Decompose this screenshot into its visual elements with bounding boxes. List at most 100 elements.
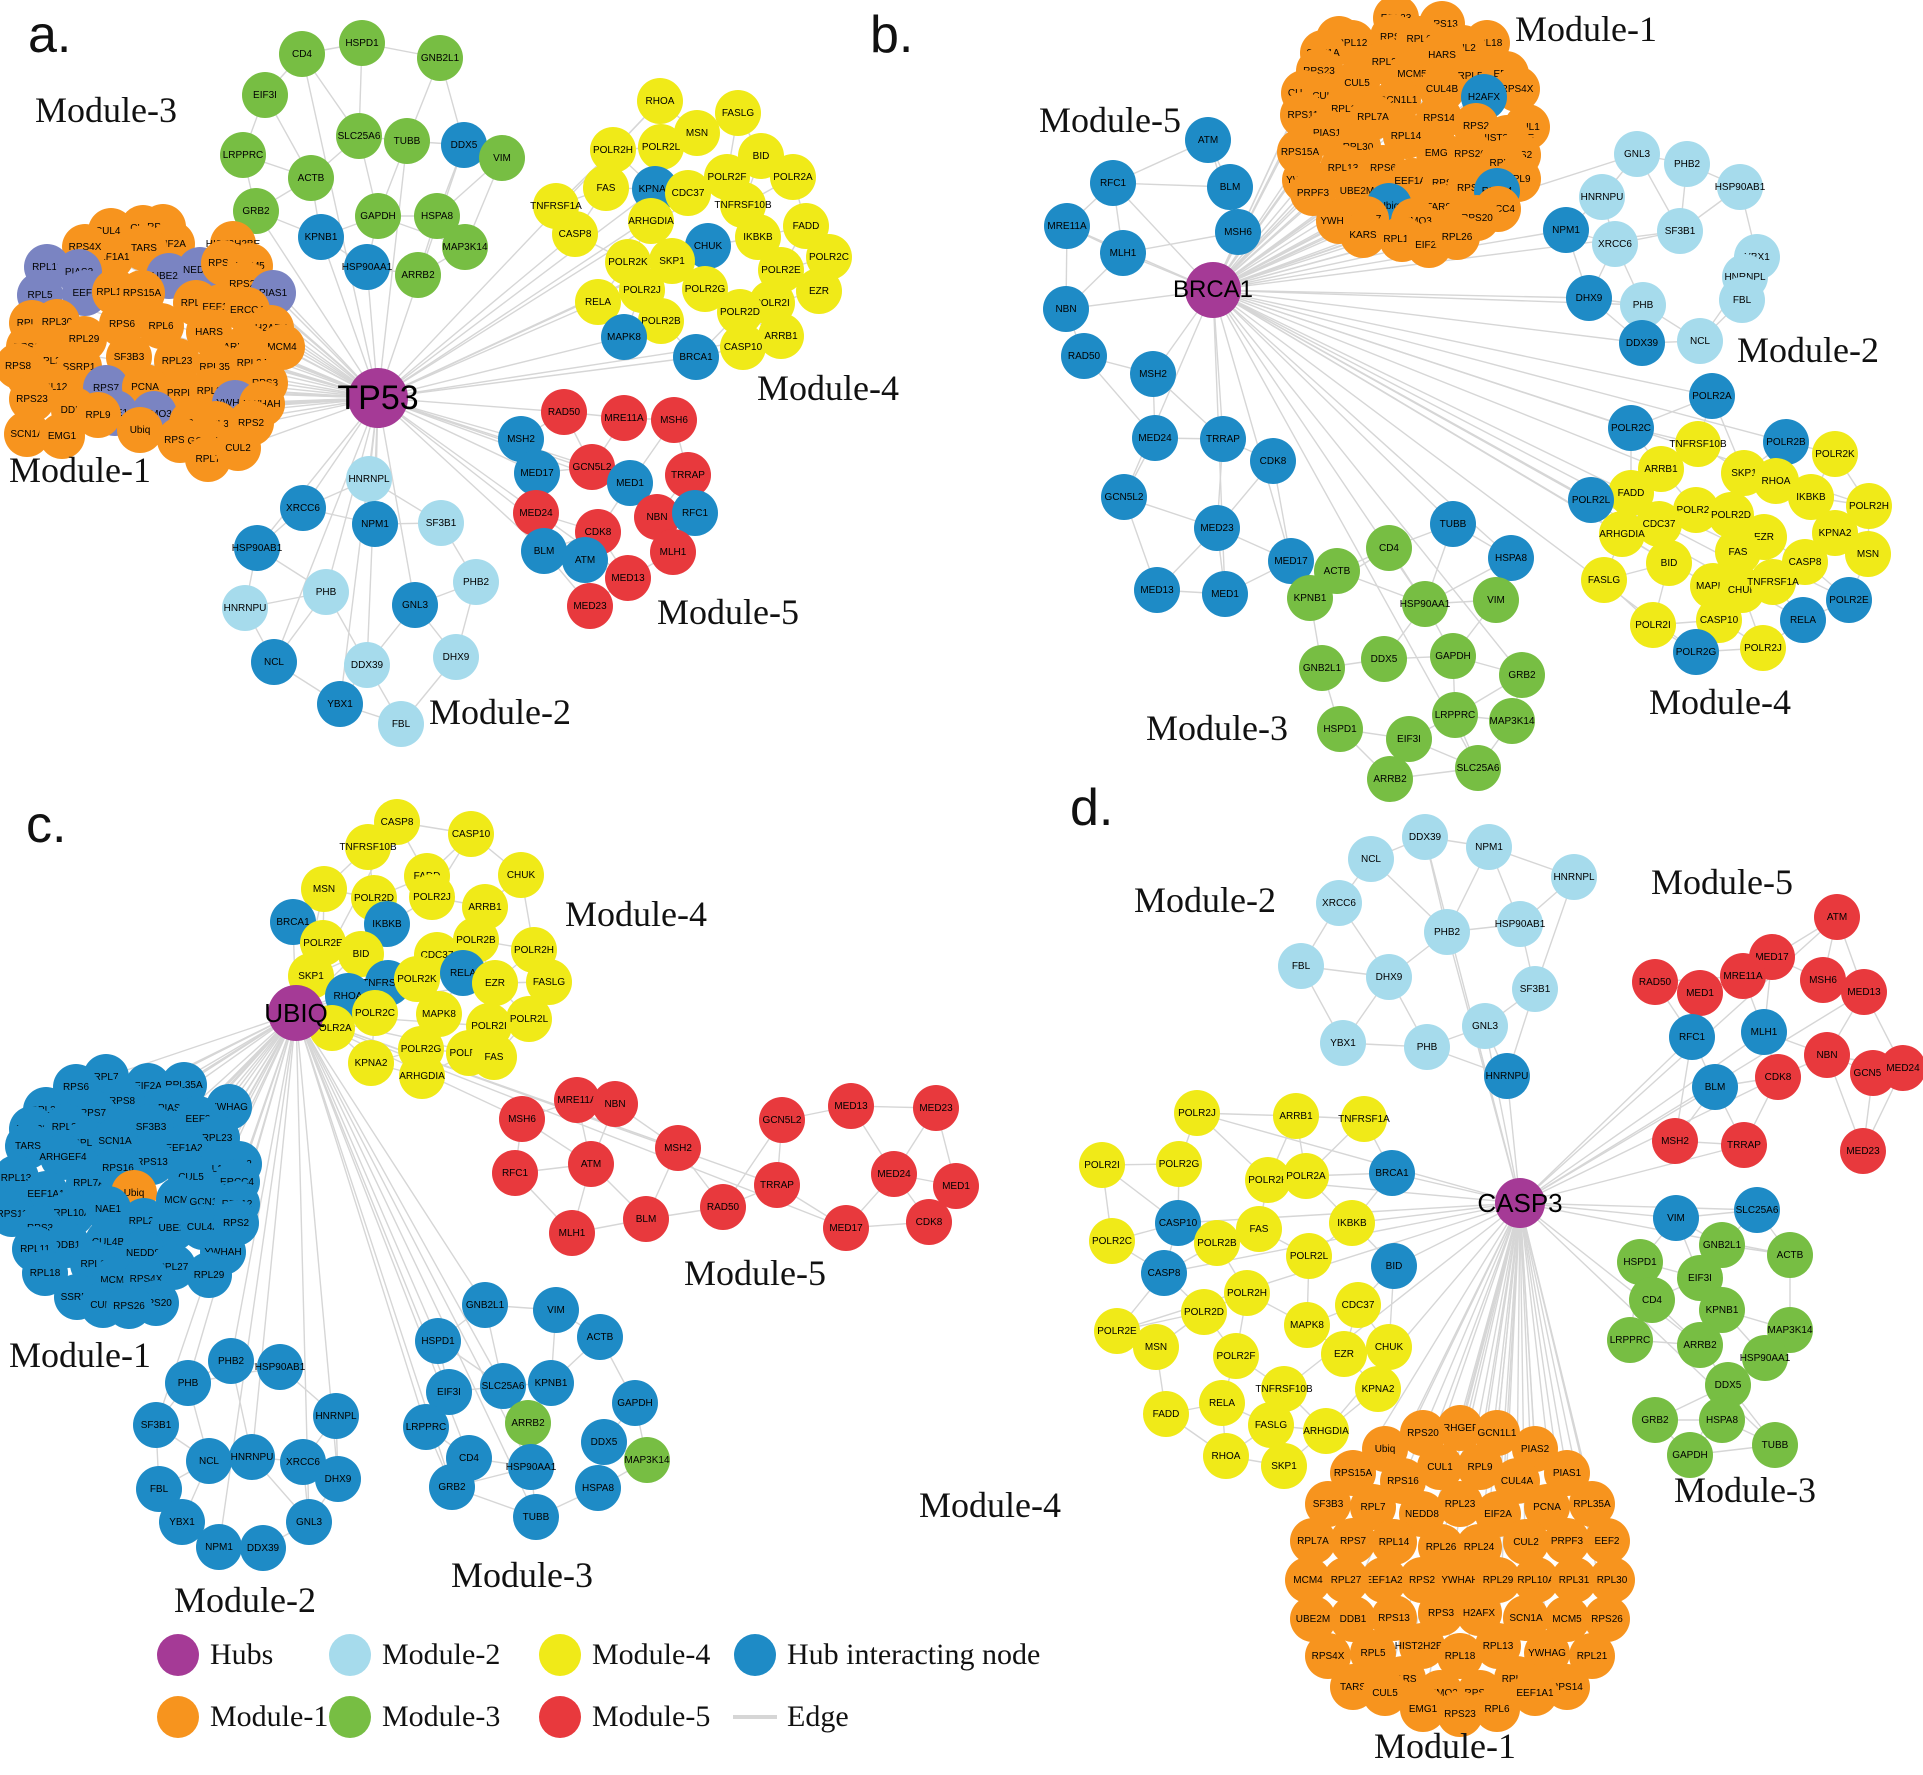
node-MAPK8: MAPK8 <box>601 314 647 360</box>
node-label: RPL11 <box>20 1243 50 1255</box>
node-label: BID <box>752 150 770 162</box>
caption-b-module-3: Module-3 <box>1146 708 1288 748</box>
node-label: POLR2K <box>1815 448 1855 460</box>
node-CASP8: CASP8 <box>1782 539 1828 585</box>
node-label: FAS <box>1728 546 1748 558</box>
node-DDX39: DDX39 <box>344 642 390 688</box>
node-label: GCN1L1 <box>1378 94 1418 106</box>
node-label: EZR <box>1334 1348 1354 1360</box>
node-TNFRSF1A: TNFRSF1A <box>1747 559 1799 605</box>
node-label: YBX1 <box>169 1516 195 1528</box>
node-label: BID <box>1385 1260 1403 1272</box>
node-label: RPS3 <box>1379 31 1407 43</box>
node-label: HARS <box>1428 49 1456 61</box>
node-label: HNRNPU <box>230 1451 274 1463</box>
node-label: RPS20 <box>1461 212 1493 224</box>
node-label: CUL4B <box>1425 83 1459 95</box>
node-label: KPNA2 <box>1818 527 1852 539</box>
node-label: HSPA8 <box>581 1482 615 1494</box>
node-HSPA8: HSPA8 <box>1699 1397 1745 1443</box>
node-label: POLR2A <box>312 1022 352 1034</box>
node-label: RPL7A <box>1297 1535 1329 1547</box>
node-RFC1: RFC1 <box>1669 1014 1715 1060</box>
node-label: TARS <box>131 242 157 254</box>
node-label: H2AFX <box>1462 1607 1496 1619</box>
node-label: RPL26 <box>1441 231 1473 243</box>
caption-c-module-5: Module-5 <box>684 1253 826 1293</box>
node-HNRNPU: HNRNPU <box>1579 174 1625 220</box>
node-SLC25A6: SLC25A6 <box>1734 1187 1780 1233</box>
node-label: MED23 <box>1846 1145 1880 1157</box>
node-label: POLR2K <box>1248 1174 1288 1186</box>
node-label: DHX9 <box>442 651 470 663</box>
node-label: RPS23 <box>1303 65 1335 77</box>
node-label: DDX5 <box>590 1436 618 1448</box>
node-label: HSP90AB1 <box>231 542 283 554</box>
node-label: POLR2D <box>719 306 760 318</box>
node-GNL3: GNL3 <box>1462 1003 1508 1049</box>
hub-node-CASP3: CASP3 <box>1477 1178 1563 1228</box>
node-label: HNRNPU <box>1580 191 1624 203</box>
node-NPM1: NPM1 <box>196 1524 242 1570</box>
node-label: CUL4A <box>186 1221 220 1233</box>
node-MED24: MED24 <box>1880 1045 1923 1091</box>
node-label: POLR2J <box>413 891 451 903</box>
node-RHOA: RHOA <box>1203 1433 1249 1479</box>
node-label: PIAS1 <box>157 1102 187 1114</box>
node-label: MAPK8 <box>1696 580 1730 592</box>
node-CDK8: CDK8 <box>1250 438 1296 484</box>
node-POLR2A: POLR2A <box>1283 1153 1329 1199</box>
node-label: RPL13 <box>1482 1640 1514 1652</box>
node-label: MLH1 <box>1750 1026 1778 1038</box>
node-VIM: VIM <box>1473 577 1519 623</box>
node-label: CASP8 <box>558 228 592 240</box>
node-MRE11A: MRE11A <box>601 395 647 441</box>
node-label: MED24 <box>877 1168 911 1180</box>
node-label: CDK8 <box>1259 455 1287 467</box>
node-label: SKP1 <box>1271 1460 1297 1472</box>
node-label: MED24 <box>519 507 553 519</box>
node-label: RPL5 <box>27 289 53 301</box>
node-POLR2C: POLR2C <box>1089 1218 1135 1264</box>
node-label: ARHGEF4 <box>39 1151 87 1163</box>
node-label: MCM5 <box>1552 1613 1582 1625</box>
node-label: FAS <box>1249 1223 1269 1235</box>
node-ARHGDIA: ARHGDIA <box>399 1053 445 1099</box>
node-RHOA: RHOA <box>637 78 683 124</box>
node-label: PHB2 <box>462 576 490 588</box>
node-MSH6: MSH6 <box>1800 957 1846 1003</box>
node-label: POLR2I <box>1084 1159 1120 1171</box>
node-label: MED13 <box>834 1100 868 1112</box>
legend-label-hub-interacting-node: Hub interacting node <box>787 1638 1041 1671</box>
node-label: RPL21 <box>1576 1650 1608 1662</box>
node-label: XRCC6 <box>1322 897 1356 909</box>
node-label: TRRAP <box>671 469 705 481</box>
node-label: ARHGDIA <box>1303 1425 1349 1437</box>
node-label: GNL3 <box>295 1516 323 1528</box>
node-label: NCL <box>263 656 284 668</box>
node-label: HSPD1 <box>421 1335 455 1347</box>
caption-d-module-5: Module-5 <box>1651 862 1793 902</box>
caption-a-module-2: Module-2 <box>429 692 571 732</box>
node-label: RPS2 <box>1462 120 1490 132</box>
node-HSPD1: HSPD1 <box>415 1318 461 1364</box>
node-MAPK8: MAPK8 <box>1284 1302 1330 1348</box>
node-label: MED13 <box>1140 584 1174 596</box>
node-label: HNRNPU <box>1485 1070 1529 1082</box>
node-IKBKB: IKBKB <box>1329 1200 1375 1246</box>
node-label: MAP3K14 <box>1767 1324 1813 1336</box>
node-CASP10: CASP10 <box>720 324 766 370</box>
node-label: UBE2I <box>158 1222 188 1234</box>
node-CHUK: CHUK <box>498 852 544 898</box>
node-label: MED17 <box>1755 951 1789 963</box>
node-label: RHOA <box>1211 1450 1241 1462</box>
node-label: RHOA <box>645 95 675 107</box>
node-label: DDB1 <box>53 1239 81 1251</box>
node-label: NPM1 <box>1475 841 1503 853</box>
node-label: PHB <box>1416 1041 1438 1053</box>
node-label: CASP8 <box>380 816 414 828</box>
node-HSPA8: HSPA8 <box>1488 535 1534 581</box>
node-TRRAP: TRRAP <box>1200 416 1246 462</box>
node-label: PRPF3 <box>1550 1535 1584 1547</box>
legend-label-hubs: Hubs <box>210 1638 274 1671</box>
